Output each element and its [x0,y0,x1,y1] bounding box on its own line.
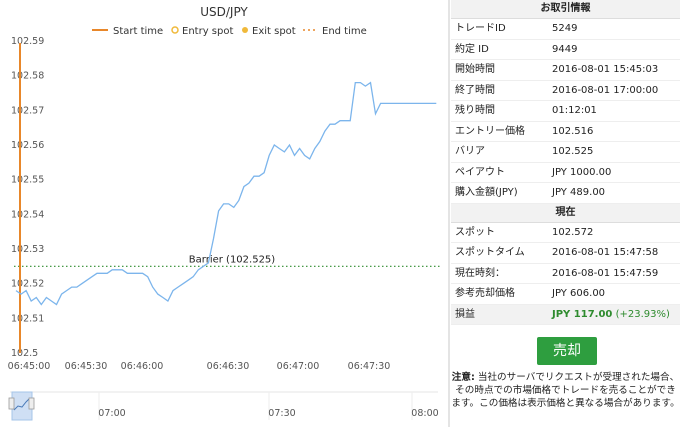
barrier-label: Barrier (102.525) [189,254,276,265]
current-info-row: スポットタイム 2016-08-01 15:47:58 [451,243,680,264]
trade-info-value: 01:12:01 [552,105,597,116]
panel-divider [448,0,450,427]
trade-info-value: JPY 1000.00 [552,166,612,178]
current-info-row: 現在時刻： 2016-08-01 15:47:59 [451,264,680,284]
sell-button[interactable]: 売却 [537,337,597,365]
trade-info-value: 9449 [552,43,578,55]
navigator-series [13,397,31,411]
trade-info-rows: トレードID 5249 約定 ID 9449 開始時間 2016-08-01 15:45:… [451,19,680,204]
legend-end-time[interactable]: End time [322,26,367,37]
x-axis: 06:45:00 06:45:30 06:46:00 06:46:30 06:47:00… [8,361,391,372]
trade-info-value: 5249 [552,23,578,34]
navigator-tick-label: 07:00 [98,408,125,419]
y-tick-label: 102.53 [11,244,44,255]
x-tick-label: 06:47:30 [348,361,391,372]
chart-legend[interactable]: Start time Entry spot Exit spot End time [92,26,367,37]
entry-spot-legend-icon [171,26,179,34]
x-tick-label: 06:45:00 [8,361,51,372]
trade-info-row: 開始時間 2016-08-01 15:45:03 [451,60,680,81]
y-tick-label: 102.5 [11,348,38,359]
trade-info-value: JPY 489.00 [552,187,606,198]
trade-info-row: 残り時間 01:12:01 [451,101,680,122]
trade-info-value: 102.525 [552,146,594,157]
y-tick-label: 102.55 [11,175,44,186]
trade-info-label: 開始時間 [455,64,495,75]
trade-info-row: 約定 ID 9449 [451,40,680,60]
price-series-line [15,81,437,306]
trade-info-row: トレードID 5249 [451,19,680,40]
y-axis: 102.59 102.58 102.57 102.56 102.55 102.54 102.… [11,36,44,359]
current-info-row: 参考売却価格 JPY 606.00 [451,284,680,305]
current-info-label: 参考売却価格 [455,288,515,299]
trade-info-row: エントリー価格 102.516 [451,122,680,142]
chart-panel: USD/JPY Start time Entry spot Exit spot … [7,5,440,421]
current-info-label: スポット [455,226,495,238]
trade-info-label: 残り時間 [455,105,495,116]
trade-info-value: 102.516 [552,125,594,137]
y-tick-label: 102.51 [11,313,44,324]
current-info-value: 102.572 [552,226,594,238]
pnl-value: JPY 117.00 [552,308,613,320]
navigator-tick-label: 08:00 [411,408,438,419]
trade-info-row: 購入金額(JPY) JPY 489.00 [451,183,680,204]
x-tick-label: 06:46:00 [121,361,164,372]
trade-info-label: 約定 ID [455,43,489,55]
x-tick-label: 06:46:30 [207,361,250,372]
trade-info-row: ペイアウト JPY 1000.00 [451,163,680,183]
trade-info-value: 2016-08-01 17:00:00 [552,84,659,96]
y-tick-label: 102.56 [11,140,44,151]
pnl-label: 損益 [455,308,475,320]
y-tick-label: 102.54 [11,209,44,220]
pnl-value-wrap: JPY 117.00 (+23.93%) [552,305,680,325]
pnl-row: 損益 JPY 117.00 (+23.93%) [451,304,680,325]
current-info-label: スポットタイム [455,247,525,258]
chart-title: USD/JPY [200,5,248,19]
trade-info-row: 終了時間 2016-08-01 17:00:00 [451,81,680,101]
navigator-left-handle[interactable] [8,397,15,410]
y-tick-label: 102.59 [11,36,44,47]
current-info-value: JPY 606.00 [552,288,606,299]
note-bold: 注意: [451,372,475,383]
x-tick-label: 06:47:00 [277,361,320,372]
y-tick-label: 102.58 [11,71,44,82]
current-info-label: 現在時刻： [455,267,505,279]
legend-entry-spot[interactable]: Entry spot [182,26,233,37]
current-info-rows: スポット 102.572 スポットタイム 2016-08-01 15:47:58 現在時… [451,223,680,305]
legend-exit-spot[interactable]: Exit spot [252,26,296,37]
note-text: 当社のサーバでリクエストが受理された場合、その時点での市場価格でトレードを売るこ… [451,372,680,409]
trade-info-label: 購入金額(JPY) [455,187,518,198]
current-header: 現在 [451,203,680,223]
trade-info-label: トレードID [455,23,506,34]
legend-start-time[interactable]: Start time [113,26,163,37]
current-info-value: 2016-08-01 15:47:59 [552,267,659,279]
y-tick-label: 102.57 [11,105,44,116]
trade-info-label: 終了時間 [455,84,495,96]
x-tick-label: 06:45:30 [65,361,108,372]
trade-info-label: バリア [455,146,485,157]
navigator[interactable]: 07:00 07:30 08:00 [8,391,439,421]
pnl-percent: (+23.93%) [615,308,670,320]
navigator-right-handle[interactable] [28,397,35,410]
trade-info-label: ペイアウト [455,166,505,178]
sell-note: 注意: 当社のサーバでリクエストが受理された場合、その時点での市場価格でトレード… [451,371,680,410]
trade-info-header: お取引情報 [451,0,680,19]
navigator-tick-label: 07:30 [268,408,295,419]
trade-info-panel: お取引情報 トレードID 5249 約定 ID 9449 開始時間 2016-08-01 … [451,0,680,427]
trade-info-row: バリア 102.525 [451,142,680,163]
trade-info-value: 2016-08-01 15:45:03 [552,64,659,75]
y-tick-label: 102.52 [11,279,44,290]
exit-spot-legend-icon [242,27,248,33]
current-info-value: 2016-08-01 15:47:58 [552,247,659,258]
price-chart: USD/JPY Start time Entry spot Exit spot … [8,5,440,421]
current-info-row: スポット 102.572 [451,223,680,243]
trade-info-label: エントリー価格 [455,125,525,137]
